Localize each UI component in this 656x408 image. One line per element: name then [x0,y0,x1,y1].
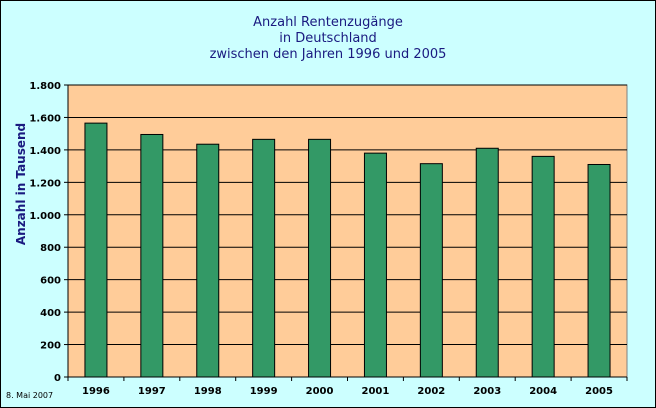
bars [84,122,611,378]
y-tick-label: 1.200 [29,178,61,189]
x-tick-label: 2005 [585,386,613,397]
y-tick-label: 400 [40,308,61,319]
bar-1999 [252,138,276,378]
x-tick-label: 2000 [306,386,334,397]
y-axis-label: Anzahl in Tausend [14,123,28,245]
bar-2000 [308,138,332,378]
x-tick-label: 2004 [529,386,557,397]
bar-1998 [196,143,220,378]
date-stamp: 8. Mai 2007 [6,391,54,400]
x-tick-label: 1999 [250,386,278,397]
y-tick-label: 800 [40,243,61,254]
x-tick-label: 1997 [138,386,166,397]
bar-2002 [419,163,443,378]
y-tick-label: 1.400 [29,146,61,157]
bar-2003 [475,147,499,378]
chart-title-line-1: Anzahl Rentenzugänge [253,15,403,30]
bar-1997 [140,133,164,378]
y-tick-label: 1.600 [29,113,61,124]
bar-2004 [531,155,555,378]
y-tick-label: 1.800 [29,81,61,92]
axes [64,84,628,381]
chart-title-line-3: zwischen den Jahren 1996 und 2005 [210,47,447,62]
y-tick-label: 0 [54,373,61,384]
bar-2005 [587,163,611,378]
y-tick-labels: 0 200 400 600 800 1.000 1.200 1.400 1.600 1.800 [29,81,61,384]
bar-2001 [363,152,387,378]
x-tick-label: 1996 [82,386,110,397]
chart-title-line-2: in Deutschland [279,31,377,46]
y-tick-label: 1.000 [29,211,61,222]
x-tick-labels: 1996 1997 1998 1999 2000 2001 2002 2003 2004 2005 [82,386,613,397]
x-tick-label: 1998 [194,386,222,397]
bar-1996 [84,122,108,378]
x-tick-label: 2003 [473,386,501,397]
y-tick-label: 200 [40,341,61,352]
chart-title: Anzahl Rentenzugänge in Deutschland zwis… [210,15,447,62]
y-tick-label: 600 [40,276,61,287]
x-tick-label: 2001 [362,386,390,397]
x-tick-label: 2002 [417,386,445,397]
